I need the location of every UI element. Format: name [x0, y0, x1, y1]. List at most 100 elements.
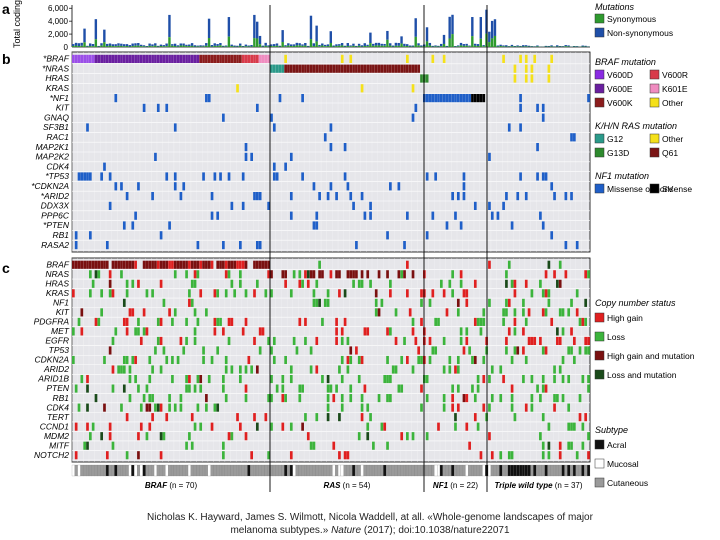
legend-swatch — [594, 97, 605, 108]
bar-non-synonymous — [301, 44, 304, 46]
bar-synonymous — [448, 38, 451, 47]
legend-title: Subtype — [595, 425, 628, 435]
panel-c-cell — [241, 260, 245, 269]
panel-b-cell — [406, 54, 409, 63]
bar-synonymous — [159, 45, 163, 47]
panel-c-cell — [541, 346, 545, 355]
bar-non-synonymous — [493, 19, 497, 36]
bar-synonymous — [173, 46, 177, 47]
panel-c-cell — [185, 260, 188, 269]
panel-b-cell — [570, 192, 573, 201]
panel-c-cell — [420, 403, 423, 412]
bar-non-synonymous — [213, 43, 216, 46]
panel-c-cell — [391, 365, 395, 374]
panel-b-cell — [258, 241, 262, 250]
subtype-cell — [340, 464, 344, 477]
bar-synonymous — [207, 38, 211, 47]
panel-c-cell — [570, 327, 573, 336]
panel-c-cell — [281, 270, 285, 279]
bar-synonymous — [227, 36, 231, 47]
panel-b-cell — [117, 54, 120, 63]
panel-c-cell — [114, 327, 118, 336]
bar-synonymous — [255, 38, 259, 47]
panel-c-cell — [513, 346, 517, 355]
panel-b-cell — [536, 143, 539, 152]
panel-c-cell — [188, 298, 191, 307]
panel-b-cell — [425, 74, 429, 83]
subtype-cell — [227, 464, 231, 477]
subtype-cell — [162, 464, 166, 477]
panel-c-cell — [323, 298, 327, 307]
panel-c-cell — [417, 355, 421, 365]
subtype-cell — [383, 464, 387, 477]
bar-non-synonymous — [380, 43, 383, 46]
panel-c-cell — [301, 384, 304, 393]
panel-b-row-label: CDK4 — [46, 161, 69, 171]
panel-b-cell — [253, 192, 256, 201]
panel-c-cell — [148, 374, 152, 384]
group-label-n: (n = 22) — [448, 481, 478, 490]
panel-c-cell — [176, 260, 180, 269]
panel-c-cell — [553, 365, 556, 374]
panel-c-cell — [100, 289, 103, 298]
panel-c-cell — [533, 336, 537, 346]
panel-b-cell — [360, 64, 364, 73]
panel-b-cell — [270, 113, 273, 122]
subtype-cell — [482, 464, 486, 477]
panel-c-cell — [411, 327, 415, 336]
panel-b-cell — [137, 54, 140, 63]
panel-c-cell — [567, 403, 571, 412]
panel-b-cell — [80, 54, 84, 63]
bar-synonymous — [465, 45, 468, 47]
panel-c-cell — [539, 336, 542, 346]
subtype-cell — [431, 464, 435, 477]
panel-b-row-label: HRAS — [45, 73, 69, 83]
bar-synonymous — [120, 45, 123, 47]
panel-c-cell — [374, 298, 378, 307]
bar-non-synonymous — [406, 44, 409, 46]
panel-b-cell — [437, 94, 440, 103]
panel-c-cell — [488, 403, 491, 412]
panel-c-cell — [335, 317, 338, 326]
panel-c-cell — [575, 451, 579, 460]
subtype-cell — [216, 464, 220, 477]
bar-synonymous — [224, 46, 228, 47]
bar-non-synonymous — [315, 25, 318, 42]
panel-c-cell — [553, 394, 556, 403]
panel-c-cell — [182, 346, 186, 355]
subtype-cell — [139, 464, 143, 477]
panel-c-cell — [216, 289, 220, 298]
subtype-cell — [170, 464, 175, 477]
bar-non-synonymous — [355, 45, 358, 47]
bar-non-synonymous — [527, 45, 531, 47]
bar-synonymous — [154, 45, 157, 47]
panel-c-cell — [171, 260, 174, 269]
panel-b-cell — [94, 54, 98, 63]
panel-b-row-label: MAP2K2 — [35, 152, 69, 162]
panel-c-cell — [502, 317, 505, 326]
panel-c-cell — [522, 308, 525, 317]
panel-c-cell — [400, 432, 404, 441]
panel-c-cell — [105, 451, 109, 460]
panel-c-cell — [318, 260, 321, 269]
panel-b-cell — [519, 103, 522, 112]
panel-c-cell — [306, 432, 310, 441]
subtype-cell — [360, 464, 364, 477]
panel-b-cell — [570, 133, 573, 142]
caption-line-2c: (2017); doi:10.1038/nature22071 — [363, 525, 510, 536]
panel-c-cell — [366, 327, 370, 336]
bar-non-synonymous — [564, 45, 567, 47]
subtype-cell — [473, 464, 477, 477]
panel-b-cell — [105, 54, 109, 63]
panel-b-cell — [244, 152, 248, 161]
panel-c-cell — [346, 270, 350, 279]
bar-synonymous — [301, 45, 304, 47]
panel-c-cell — [264, 413, 268, 422]
panel-c-cell — [125, 260, 129, 269]
panel-c-cell — [414, 336, 418, 346]
bar-non-synonymous — [374, 42, 378, 46]
bar-non-synonymous — [100, 43, 103, 46]
bar-non-synonymous — [244, 44, 248, 47]
bar-non-synonymous — [185, 44, 188, 47]
panel-b-row-label: SF3B1 — [43, 122, 69, 132]
